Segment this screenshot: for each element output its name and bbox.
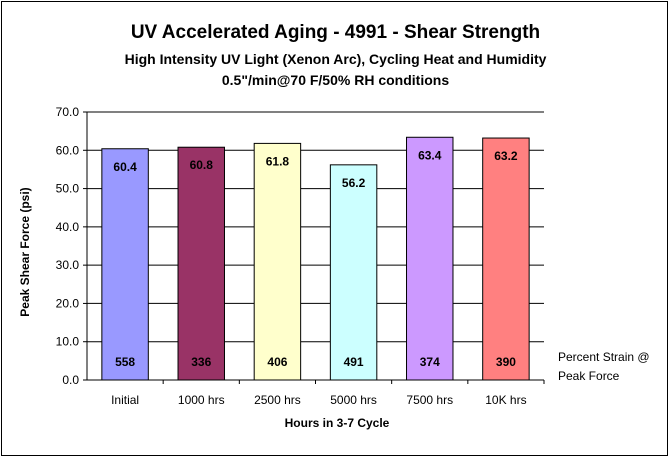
y-tick-label: 30.0 [56, 258, 80, 272]
chart-subtitle-line-1: High Intensity UV Light (Xenon Arc), Cyc… [124, 51, 547, 67]
x-tick-label: Initial [111, 393, 139, 407]
bar-value-label: 60.8 [190, 158, 214, 172]
x-tick-label: 10K hrs [485, 393, 526, 407]
bar [101, 148, 149, 381]
x-tick-label: 1000 hrs [178, 393, 225, 407]
bar [329, 164, 378, 381]
bar [177, 146, 225, 381]
x-tick-label: 2500 hrs [254, 393, 301, 407]
percent-strain-note-line-2: Peak Force [558, 369, 620, 383]
percent-strain-label: 374 [420, 355, 440, 369]
bar [406, 136, 454, 381]
bar-value-label: 63.2 [494, 149, 518, 163]
y-tick-label: 40.0 [56, 220, 80, 234]
bar [253, 142, 302, 381]
percent-strain-note-line-1: Percent Strain @ [558, 350, 650, 364]
y-tick-label: 10.0 [56, 335, 80, 349]
bar-value-label: 61.8 [266, 154, 290, 168]
percent-strain-label: 491 [344, 355, 364, 369]
y-tick-label: 0.0 [62, 373, 79, 387]
chart-title: UV Accelerated Aging - 4991 - Shear Stre… [130, 22, 541, 43]
x-axis-label: Hours in 3-7 Cycle [284, 416, 390, 430]
bar-value-label: 56.2 [342, 176, 366, 190]
percent-strain-label: 336 [191, 355, 211, 369]
chart-subtitle-line-2: 0.5"/min@70 F/50% RH conditions [221, 72, 450, 88]
plot-area [87, 112, 544, 380]
y-tick-label: 50.0 [56, 182, 80, 196]
percent-strain-label: 558 [115, 355, 135, 369]
bar [482, 137, 530, 381]
y-tick-label: 60.0 [56, 143, 80, 157]
percent-strain-label: 406 [267, 355, 287, 369]
y-tick-label: 20.0 [56, 296, 80, 310]
y-tick-label: 70.0 [56, 105, 80, 119]
percent-strain-note: Percent Strain @ Peak Force [558, 348, 650, 386]
bar-value-label: 60.4 [113, 160, 137, 174]
x-tick-label: 7500 hrs [406, 393, 453, 407]
y-axis-label: Peak Shear Force (psi) [18, 187, 32, 317]
x-tick-label: 5000 hrs [330, 393, 377, 407]
bar-value-label: 63.4 [418, 148, 442, 162]
percent-strain-label: 390 [496, 355, 516, 369]
